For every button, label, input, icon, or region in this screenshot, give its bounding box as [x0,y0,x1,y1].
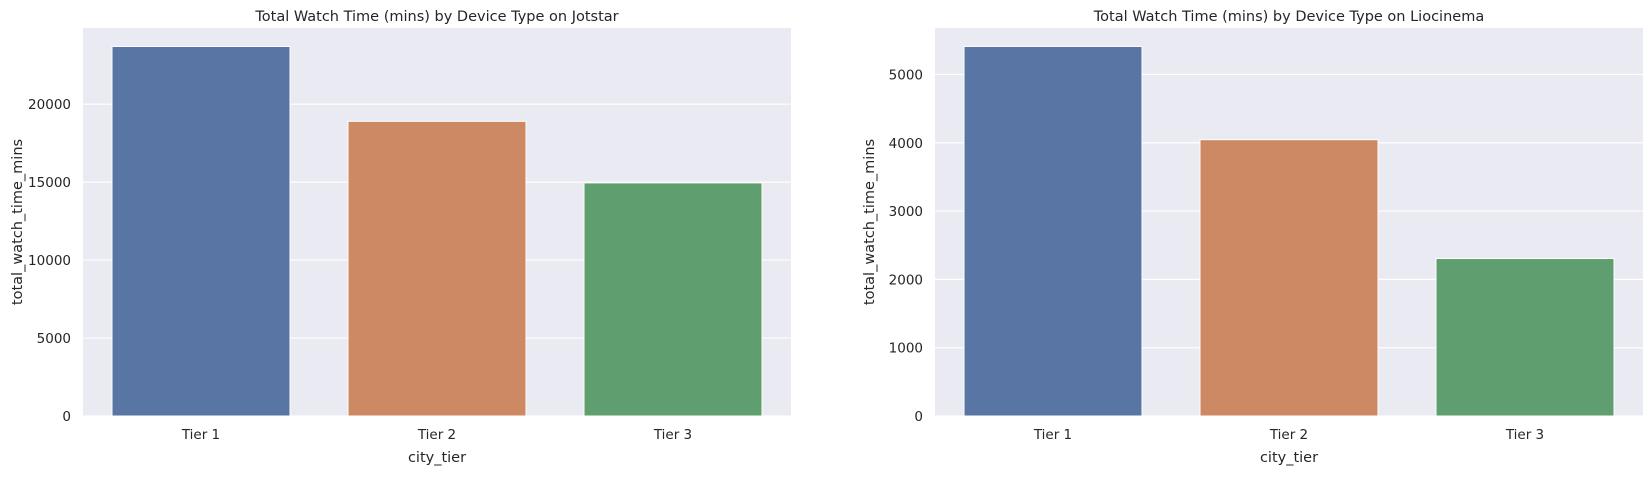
x-tick-label-liocinema-1: Tier 2 [1269,427,1308,443]
y-axis-label-jotstar: total_watch_time_mins [10,139,26,305]
bar-liocinema-tier-2 [1199,139,1379,417]
bar-jotstar-tier-2 [347,120,527,417]
y-tick-label-liocinema-4: 4000 [889,136,923,152]
chart-title-jotstar: Total Watch Time (mins) by Device Type o… [254,9,618,25]
bar-jotstar-tier-3 [583,182,763,417]
y-ticks-liocinema: 0 1000 2000 3000 4000 5000 [889,67,923,425]
x-tick-label-liocinema-2: Tier 3 [1505,427,1544,443]
bar-liocinema-tier-3 [1435,258,1615,417]
y-tick-label-jotstar-2: 10000 [28,253,71,269]
x-ticks-jotstar: Tier 1 Tier 2 Tier 3 [181,427,692,443]
y-tick-label-jotstar-1: 5000 [37,331,71,347]
y-axis-label-liocinema: total_watch_time_mins [862,139,878,305]
bar-jotstar-tier-1 [111,45,291,417]
chart-liocinema: 0 1000 2000 3000 4000 5000 Tier 1 Tier 2 Tier 3… [862,9,1643,466]
x-ticks-liocinema: Tier 1 Tier 2 Tier 3 [1033,427,1544,443]
y-tick-label-liocinema-2: 2000 [889,272,923,288]
y-ticks-jotstar: 0 5000 10000 15000 20000 [28,97,71,425]
x-tick-label-jotstar-1: Tier 2 [417,427,456,443]
y-tick-label-liocinema-0: 0 [914,409,923,425]
x-tick-label-jotstar-0: Tier 1 [181,427,220,443]
y-tick-label-liocinema-3: 3000 [889,204,923,220]
x-tick-label-jotstar-2: Tier 3 [653,427,692,443]
y-tick-label-jotstar-0: 0 [62,409,71,425]
y-tick-label-liocinema-5: 5000 [889,67,923,83]
y-tick-label-jotstar-4: 20000 [28,97,71,113]
x-axis-label-jotstar: city_tier [408,450,466,466]
bars-jotstar [111,45,763,417]
bars-liocinema [963,45,1615,417]
y-tick-label-jotstar-3: 15000 [28,175,71,191]
x-axis-label-liocinema: city_tier [1260,450,1318,466]
chart-title-liocinema: Total Watch Time (mins) by Device Type o… [1093,9,1484,25]
x-tick-label-liocinema-0: Tier 1 [1033,427,1072,443]
bar-liocinema-tier-1 [963,45,1143,417]
y-tick-label-liocinema-1: 1000 [889,341,923,357]
